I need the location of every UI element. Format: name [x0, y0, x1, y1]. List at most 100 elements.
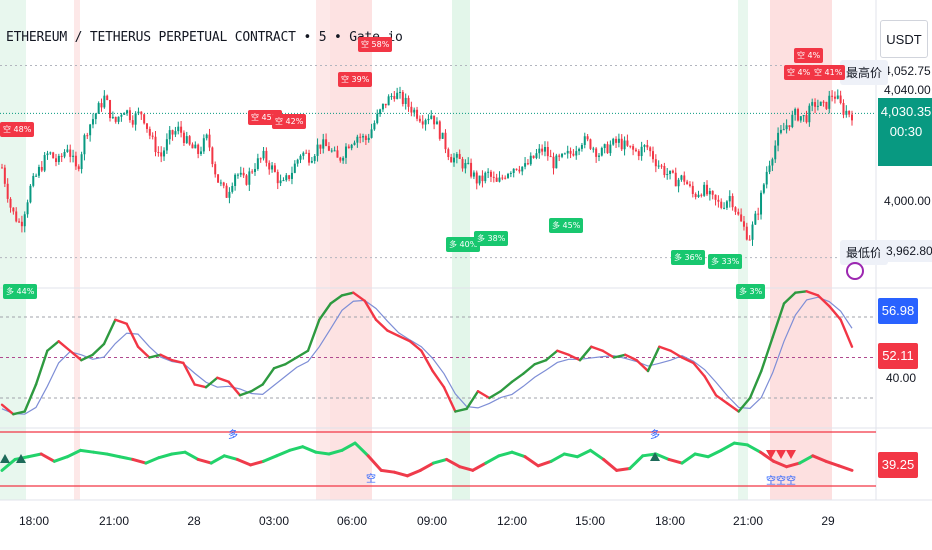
candle-body	[671, 170, 674, 173]
lower-line-segment	[615, 467, 632, 472]
oscillator-segment	[612, 353, 627, 359]
lower-line-segment	[327, 448, 344, 456]
candle-body	[151, 135, 154, 137]
oscillator-segment	[782, 291, 797, 305]
candle-body	[478, 175, 481, 184]
oscillator-segment	[352, 291, 366, 302]
candle-body	[529, 155, 532, 165]
oscillator-segment	[408, 340, 423, 352]
lower-line-segment	[745, 443, 762, 454]
candle-body	[481, 175, 484, 182]
candle-body	[219, 182, 222, 184]
candle-body	[376, 113, 379, 124]
candle-body	[381, 103, 384, 110]
candle-body	[171, 130, 174, 135]
candle-body	[384, 103, 387, 106]
candle-body	[617, 138, 620, 143]
candle-body	[177, 126, 180, 132]
candle-body	[475, 172, 478, 184]
oscillator-value-blue: 56.98	[878, 298, 918, 324]
lower-line-segment	[52, 455, 69, 463]
lower-line-segment	[288, 445, 305, 452]
candle-body	[805, 115, 808, 123]
candle-body	[1, 167, 3, 169]
candle-body	[100, 103, 103, 108]
candle-body	[836, 95, 839, 99]
candle-body	[455, 154, 458, 158]
lower-line-segment	[196, 457, 213, 465]
last-price-tag: 4,030.35 00:30	[878, 98, 932, 166]
candle-body	[649, 147, 652, 152]
lower-line-segment	[366, 454, 383, 472]
oscillator-segment	[578, 345, 593, 362]
candle-body	[606, 144, 609, 154]
candle-body	[94, 113, 97, 120]
candle-body	[12, 207, 15, 212]
candle-body	[111, 116, 114, 119]
tradingview-logo-icon[interactable]	[846, 262, 864, 280]
lower-line-segment	[575, 448, 592, 459]
short-signal: 空 4%	[794, 48, 824, 63]
candle-body	[612, 138, 615, 145]
lower-line-segment	[549, 452, 566, 463]
candle-body	[566, 150, 569, 154]
candle-body	[421, 121, 424, 125]
candle-body	[737, 211, 740, 215]
oscillator-segment	[148, 353, 162, 359]
oscillator-segment	[760, 336, 774, 373]
candle-body	[501, 177, 504, 179]
candle-body	[199, 151, 202, 154]
candle-body	[353, 142, 356, 145]
candle-body	[782, 129, 785, 131]
time-label: 15:00	[574, 514, 606, 528]
candle-body	[512, 168, 515, 173]
lower-line-segment	[445, 457, 462, 469]
oscillator-segment	[125, 322, 140, 348]
short-signal: 空 41%	[811, 65, 846, 80]
candle-body	[561, 153, 564, 157]
oscillator-segment	[726, 402, 740, 413]
lower-line-segment	[772, 459, 789, 469]
candle-body	[748, 239, 751, 241]
buy-triangle	[16, 454, 26, 463]
oscillator-segment	[522, 363, 536, 375]
candle-body	[691, 185, 694, 194]
candle-body	[185, 136, 188, 143]
oscillator-segment	[329, 294, 344, 305]
oscillator-segment	[590, 345, 604, 352]
candle-body	[52, 152, 55, 159]
oscillator-segment	[805, 290, 820, 297]
lower-line-segment	[0, 457, 17, 472]
candle-body	[828, 95, 831, 109]
candle-body	[794, 109, 797, 115]
candle-body	[467, 162, 470, 164]
long-signal: 多 38%	[474, 231, 509, 246]
oscillator-segment	[91, 342, 106, 356]
currency-selector[interactable]: USDT	[880, 20, 928, 58]
candle-body	[265, 150, 268, 163]
oscillator-segment	[306, 318, 321, 352]
candle-body	[347, 146, 350, 149]
oscillator-segment	[34, 349, 49, 386]
oscillator-segment	[386, 329, 400, 338]
lower-line-segment	[458, 465, 475, 472]
candle-body	[521, 166, 524, 172]
candle-body	[461, 158, 464, 169]
candle-body	[222, 182, 225, 186]
candle-body	[680, 175, 683, 180]
candle-body	[26, 202, 29, 215]
candle-body	[362, 136, 365, 138]
lower-line-segment	[484, 454, 501, 465]
time-label: 28	[187, 514, 201, 528]
candle-body	[333, 150, 336, 152]
lower-line-segment	[170, 450, 187, 456]
oscillator-segment	[397, 334, 412, 343]
candle-body	[686, 181, 689, 185]
oscillator-segment	[476, 390, 491, 400]
oscillator-segment	[499, 380, 514, 393]
candle-body	[831, 95, 834, 97]
candle-body	[228, 191, 231, 198]
candle-body	[811, 102, 814, 106]
candle-body	[231, 185, 234, 192]
oscillator-segment	[284, 356, 298, 366]
